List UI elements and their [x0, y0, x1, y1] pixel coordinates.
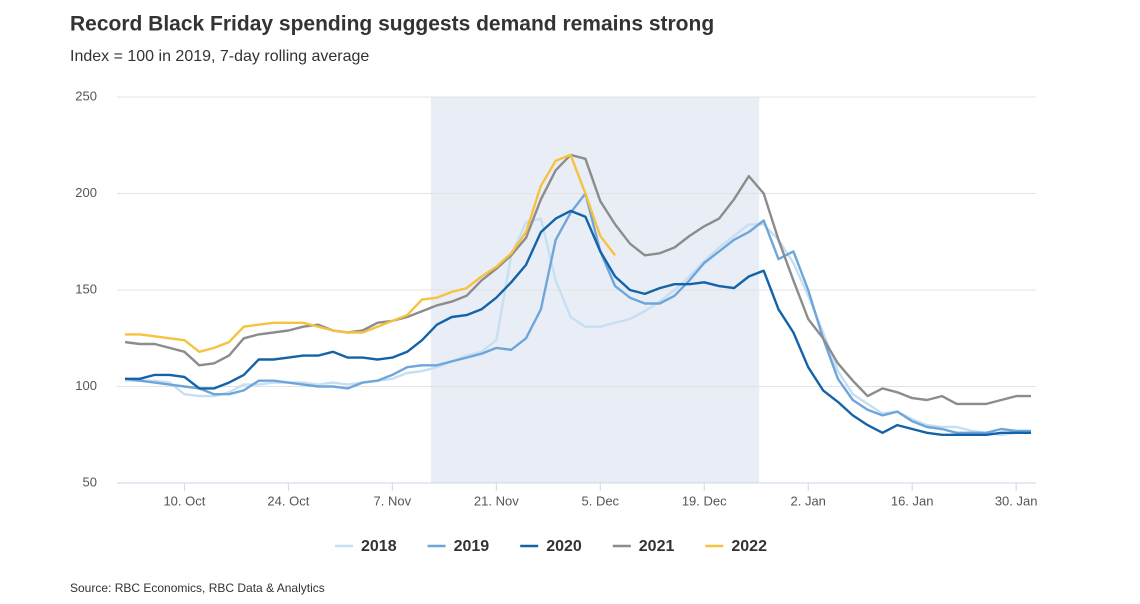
- x-tick-label: 16. Jan: [891, 493, 934, 508]
- source-note: Source: RBC Economics, RBC Data & Analyt…: [70, 581, 325, 595]
- legend-item[interactable]: 2022: [705, 538, 767, 555]
- legend: 2018 2019 2020 2021 2022: [335, 538, 767, 555]
- series-line: [125, 217, 1031, 436]
- legend-label[interactable]: 2020: [546, 538, 582, 555]
- x-tick-label: 10. Oct: [163, 493, 205, 508]
- legend-label[interactable]: 2019: [454, 538, 490, 555]
- series-line: [124, 153, 1031, 406]
- x-tick-label: 5. Dec: [581, 493, 619, 508]
- series-line: [125, 209, 1031, 436]
- legend-item[interactable]: 2020: [520, 538, 582, 555]
- chart-title: Record Black Friday spending suggests de…: [70, 13, 714, 36]
- legend-item[interactable]: 2018: [335, 538, 397, 555]
- x-tick-label: 30. Jan: [995, 493, 1038, 508]
- legend-item[interactable]: 2021: [612, 538, 675, 555]
- x-tick-label: 7. Nov: [374, 493, 412, 508]
- legend-item[interactable]: 2019: [427, 538, 490, 555]
- x-tick-label: 19. Dec: [682, 493, 727, 508]
- y-tick-label: 250: [75, 88, 97, 103]
- y-tick-label: 200: [75, 185, 97, 200]
- series-line: [125, 153, 617, 353]
- x-tick-label: 2. Jan: [791, 493, 826, 508]
- y-tick-label: 100: [75, 378, 97, 393]
- legend-label[interactable]: 2021: [639, 538, 675, 555]
- x-tick-label: 21. Nov: [474, 493, 519, 508]
- legend-label[interactable]: 2022: [731, 538, 767, 555]
- y-tick-label: 150: [75, 281, 97, 296]
- y-tick-label: 50: [83, 474, 97, 489]
- series-line: [124, 192, 1031, 434]
- legend-label[interactable]: 2018: [361, 538, 397, 555]
- chart-subtitle: Index = 100 in 2019, 7-day rolling avera…: [70, 48, 369, 65]
- x-tick-label: 24. Oct: [267, 493, 309, 508]
